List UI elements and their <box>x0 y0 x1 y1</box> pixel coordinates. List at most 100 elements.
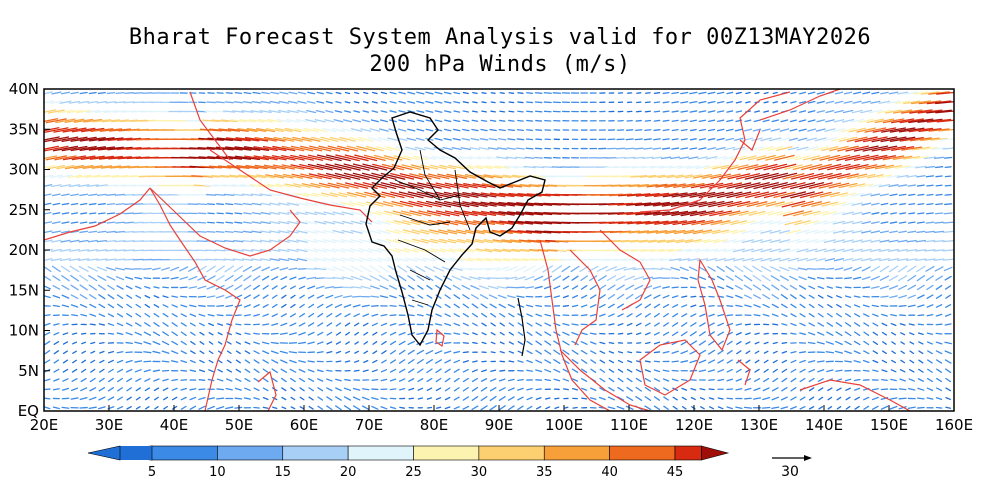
wind-vector <box>673 183 696 188</box>
wind-vector <box>888 248 900 252</box>
wind-vector <box>650 258 664 262</box>
wind-vector <box>62 368 69 373</box>
wind-vector <box>162 331 169 337</box>
wind-vector <box>208 359 214 364</box>
wind-vector <box>414 146 426 151</box>
wind-vector <box>241 193 254 197</box>
wind-vector <box>44 100 55 104</box>
wind-vector <box>689 331 697 337</box>
wind-vector <box>866 174 884 179</box>
wind-vector <box>626 322 633 327</box>
wind-vector <box>779 266 790 272</box>
wind-vector <box>517 110 524 113</box>
wind-vector <box>61 406 70 409</box>
wind-vector <box>412 238 429 244</box>
wind-vector <box>671 110 679 113</box>
wind-vector <box>517 405 524 411</box>
wind-vector <box>93 174 110 178</box>
wind-vector <box>816 276 825 280</box>
wind-vector <box>362 369 369 372</box>
y-tick-label: 5N <box>18 362 39 380</box>
wind-vector <box>70 221 79 224</box>
wind-vector <box>534 92 543 94</box>
wind-vector <box>672 322 679 327</box>
wind-vector <box>689 379 697 381</box>
wind-vector <box>681 322 688 327</box>
wind-vector <box>854 136 878 143</box>
wind-vector <box>707 119 716 123</box>
wind-vector <box>653 110 661 113</box>
wind-vector <box>608 377 615 383</box>
wind-vector <box>861 276 871 281</box>
wind-vector <box>132 193 144 196</box>
wind-vector <box>517 193 542 197</box>
wind-vector <box>717 340 724 346</box>
chart-title: Bharat Forecast System Analysis valid fo… <box>128 25 872 50</box>
wind-vector <box>896 174 909 178</box>
wind-vector <box>799 351 807 354</box>
wind-vector <box>394 229 411 235</box>
wind-vector <box>862 359 870 364</box>
wind-vector <box>281 155 305 161</box>
wind-vector <box>803 220 820 225</box>
wind-vector <box>753 378 761 383</box>
wind-vector <box>833 257 845 262</box>
wind-vector <box>434 341 443 345</box>
reference-vector-label: 30 <box>781 464 799 480</box>
wind-vector <box>83 118 103 123</box>
wind-vector <box>425 110 434 113</box>
wind-vector <box>114 249 126 252</box>
wind-vector <box>408 200 433 208</box>
wind-vector <box>343 405 352 411</box>
wind-vector <box>480 210 506 216</box>
wind-vector <box>507 220 534 225</box>
wind-vector <box>920 137 940 142</box>
wind-vector <box>670 267 681 271</box>
wind-vector <box>780 303 788 309</box>
wind-vector <box>389 340 397 346</box>
wind-vector <box>444 387 451 392</box>
wind-vector <box>216 212 224 215</box>
wind-vector <box>287 220 299 225</box>
wind-vector <box>743 274 753 282</box>
wind-vector <box>925 265 935 272</box>
wind-vector <box>335 405 342 411</box>
wind-vector <box>154 396 159 401</box>
wind-vector <box>779 275 789 281</box>
wind-vector <box>380 314 388 317</box>
wind-vector <box>462 119 470 122</box>
wind-vector <box>860 248 872 253</box>
wind-vector <box>680 138 688 141</box>
wind-vector <box>308 405 314 410</box>
wind-vector <box>805 239 818 244</box>
wind-vector <box>835 322 843 327</box>
wind-vector <box>726 406 733 410</box>
wind-vector <box>690 396 696 401</box>
wind-vector <box>644 192 670 197</box>
wind-vector <box>358 257 373 262</box>
wind-vector <box>115 267 125 271</box>
wind-vector <box>480 119 488 122</box>
wind-vector <box>312 127 328 133</box>
wind-vector <box>617 377 624 383</box>
wind-vector <box>671 360 679 363</box>
wind-vector <box>79 221 88 224</box>
wind-vector <box>481 110 487 113</box>
wind-vector <box>854 405 860 410</box>
wind-vector <box>406 265 417 273</box>
wind-vector <box>746 163 769 171</box>
wind-vector <box>154 406 159 410</box>
wind-vector <box>787 257 800 262</box>
wind-vector <box>242 239 253 243</box>
wind-vector <box>769 248 781 253</box>
wind-vector <box>735 91 742 95</box>
wind-vector <box>842 230 854 234</box>
wind-vector <box>415 137 425 141</box>
x-tick-label: 140E <box>805 416 843 434</box>
wind-vector <box>442 146 453 151</box>
coast-madagascar <box>257 370 277 411</box>
wind-vector <box>481 312 488 318</box>
wind-vector <box>907 230 917 234</box>
wind-vector <box>489 303 497 309</box>
wind-vector <box>607 406 616 410</box>
